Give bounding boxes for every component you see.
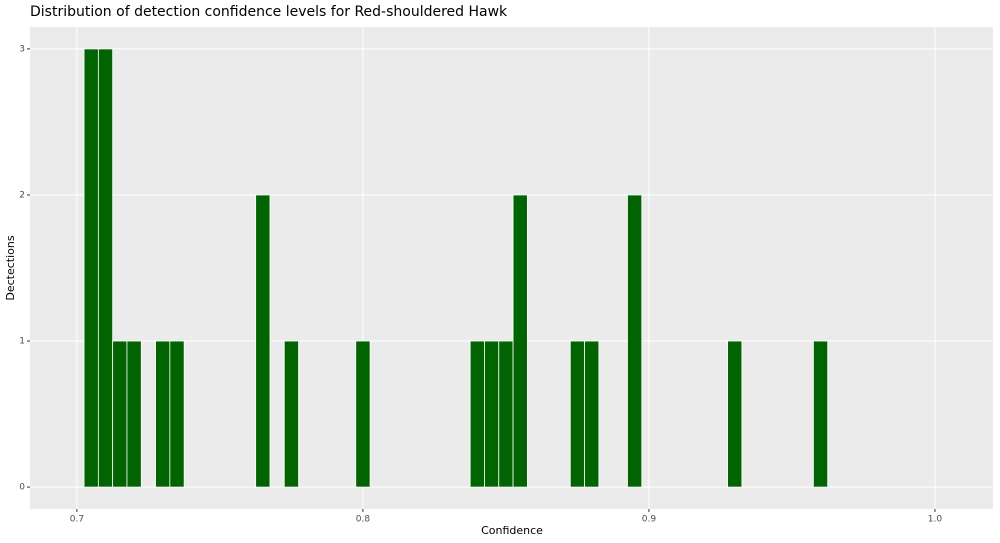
x-tick-label: 0.9	[642, 515, 657, 525]
x-tick-label: 1.0	[928, 515, 943, 525]
bar	[512, 194, 528, 488]
bar	[83, 48, 99, 488]
bar	[255, 194, 271, 488]
bar	[169, 340, 185, 488]
bar	[727, 340, 743, 488]
x-axis-title: Confidence	[481, 524, 543, 537]
y-tick-label: 2	[19, 190, 25, 200]
y-tick-label: 1	[19, 337, 25, 347]
bar	[97, 48, 114, 488]
chart-title: Distribution of detection confidence lev…	[30, 4, 508, 20]
y-tick-label: 0	[19, 483, 25, 493]
y-axis-title: Dectections	[4, 235, 17, 300]
bar	[484, 340, 500, 488]
y-tick-label: 3	[19, 44, 25, 54]
bar	[812, 340, 829, 488]
bar	[126, 340, 142, 488]
bar	[155, 340, 171, 488]
bar	[469, 340, 485, 488]
bar	[498, 340, 514, 488]
bar	[112, 340, 128, 488]
x-tick-label: 0.7	[70, 515, 84, 525]
bar	[584, 340, 600, 488]
bar	[627, 194, 643, 488]
bar	[355, 340, 371, 488]
bar	[569, 340, 585, 488]
bar	[283, 340, 299, 488]
x-tick-label: 0.8	[356, 515, 371, 525]
